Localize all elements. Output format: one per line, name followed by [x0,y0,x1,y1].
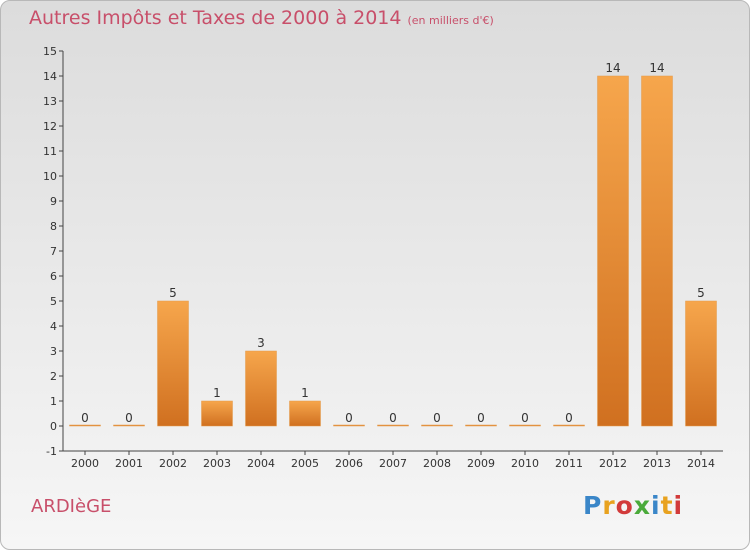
y-tick-label: 14 [43,70,57,83]
data-label: 14 [649,61,664,75]
data-label: 1 [301,386,309,400]
x-tick-label: 2005 [291,457,319,470]
bars: 0 0 5 1 3 1 0 0 0 0 0 0 14 14 5 [69,61,717,427]
bar [69,424,101,427]
y-tick-label: 7 [50,245,57,258]
data-label: 14 [605,61,620,75]
bar [157,300,189,427]
data-label: 0 [433,411,441,425]
x-tick-label: 2013 [643,457,671,470]
y-tick-label: 0 [50,420,57,433]
x-tick-label: 2006 [335,457,363,470]
data-label: 0 [81,411,89,425]
x-tick-label: 2008 [423,457,451,470]
bar [377,424,409,427]
x-tick-label: 2012 [599,457,627,470]
bar [289,400,321,427]
commune-name: ARDIèGE [31,496,112,517]
x-tick-label: 2014 [687,457,715,470]
x-tick-label: 2007 [379,457,407,470]
chart-title: Autres Impôts et Taxes de 2000 à 2014 (en… [29,7,494,29]
y-tick-label: 1 [50,395,57,408]
y-tick-label: 5 [50,295,57,308]
y-tick-label: 3 [50,345,57,358]
bar [553,424,585,427]
data-label: 3 [257,336,265,350]
x-tick-label: 2002 [159,457,187,470]
bar [465,424,497,427]
y-tick-label: 15 [43,45,57,58]
data-label: 5 [169,286,177,300]
unit-label: (en milliers d'€) [407,14,494,27]
y-tick-label: 8 [50,220,57,233]
bar [641,75,673,427]
x-tick-label: 2009 [467,457,495,470]
y-tick-label: 11 [43,145,57,158]
y-tick-label: 10 [43,170,57,183]
bar [421,424,453,427]
x-tick-label: 2000 [71,457,99,470]
y-tick-label: 12 [43,120,57,133]
bar [597,75,629,427]
y-tick-label: 2 [50,370,57,383]
bar [245,350,277,427]
bar [333,424,365,427]
data-label: 0 [477,411,485,425]
bar [201,400,233,427]
y-tick-label: -1 [46,445,57,458]
proxiti-logo: Proxiti [583,491,684,520]
x-tick-label: 2011 [555,457,583,470]
x-tick-label: 2003 [203,457,231,470]
x-tick-label: 2004 [247,457,275,470]
y-tick-label: 9 [50,195,57,208]
bar [113,424,145,427]
chart-title-text: Autres Impôts et Taxes de 2000 à 2014 [29,7,402,29]
data-label: 0 [565,411,573,425]
data-label: 1 [213,386,221,400]
y-tick-label: 6 [50,270,57,283]
bar [685,300,717,427]
data-label: 0 [389,411,397,425]
data-label: 0 [125,411,133,425]
data-label: 5 [697,286,705,300]
data-label: 0 [521,411,529,425]
data-label: 0 [345,411,353,425]
x-tick-label: 2001 [115,457,143,470]
bar [509,424,541,427]
x-tick-label: 2010 [511,457,539,470]
y-tick-label: 4 [50,320,57,333]
y-tick-label: 13 [43,95,57,108]
